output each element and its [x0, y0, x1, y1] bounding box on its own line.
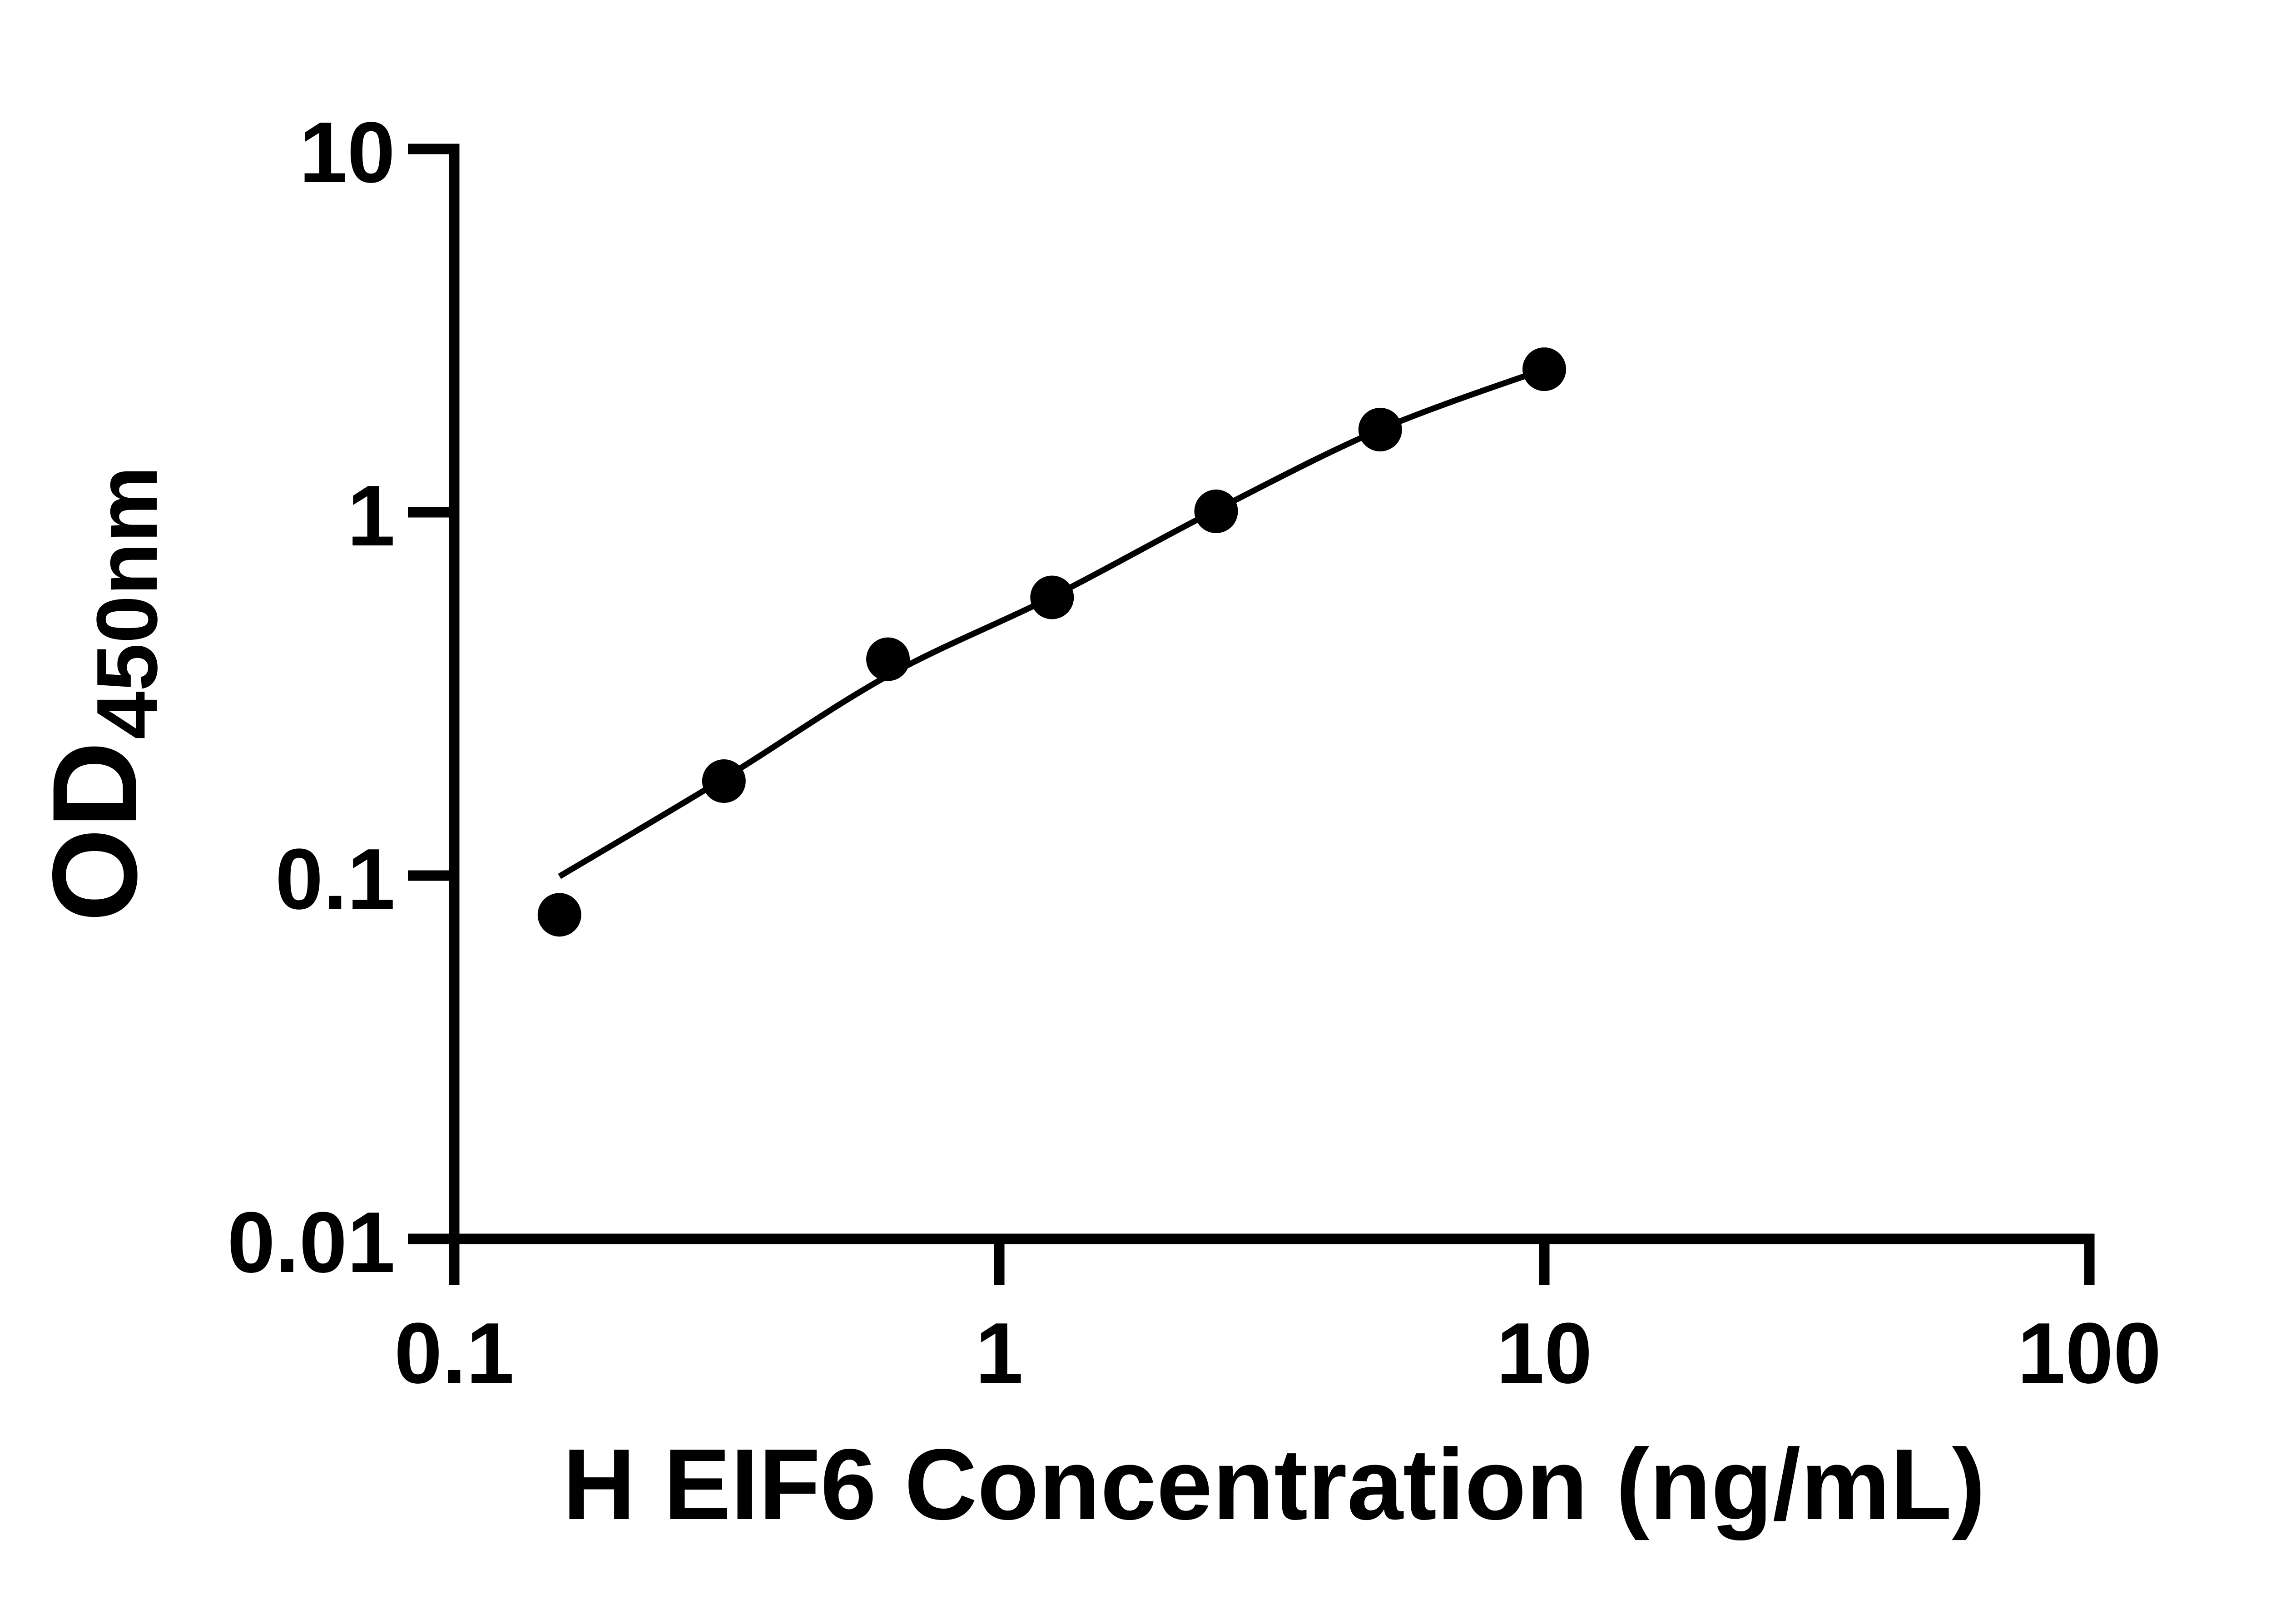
y-tick-label: 1 — [347, 468, 395, 564]
data-point — [866, 637, 910, 681]
x-axis-title: H EIF6 Concentration (ng/mL) — [563, 1428, 1986, 1541]
data-point — [1030, 575, 1074, 619]
x-axis-ticks — [449, 1239, 2095, 1285]
y-tick-labels: 10 1 0.1 0.01 — [227, 104, 395, 1291]
data-point — [537, 893, 581, 937]
data-point — [1194, 489, 1238, 533]
y-axis-title-main: OD — [28, 741, 162, 922]
x-tick-label: 0.1 — [394, 1305, 514, 1401]
y-tick-label: 0.1 — [275, 831, 395, 927]
x-tick-label: 10 — [1496, 1305, 1592, 1401]
y-axis-ticks — [408, 144, 454, 1244]
y-tick-label: 10 — [299, 104, 395, 201]
data-points — [537, 347, 1566, 937]
data-point — [1522, 347, 1566, 391]
y-axis-title: OD 450nm — [28, 466, 175, 922]
data-point — [1358, 407, 1402, 451]
x-tick-label: 100 — [2017, 1305, 2161, 1401]
axes — [449, 144, 2095, 1244]
x-tick-label: 1 — [975, 1305, 1023, 1401]
fit-curve — [558, 366, 1546, 879]
y-axis-title-subscript: 450nm — [79, 466, 175, 739]
x-tick-labels: 0.1 1 10 100 — [394, 1305, 2162, 1401]
fit-curve-path — [558, 366, 1546, 879]
data-point — [702, 759, 746, 803]
y-tick-label: 0.01 — [227, 1194, 395, 1291]
